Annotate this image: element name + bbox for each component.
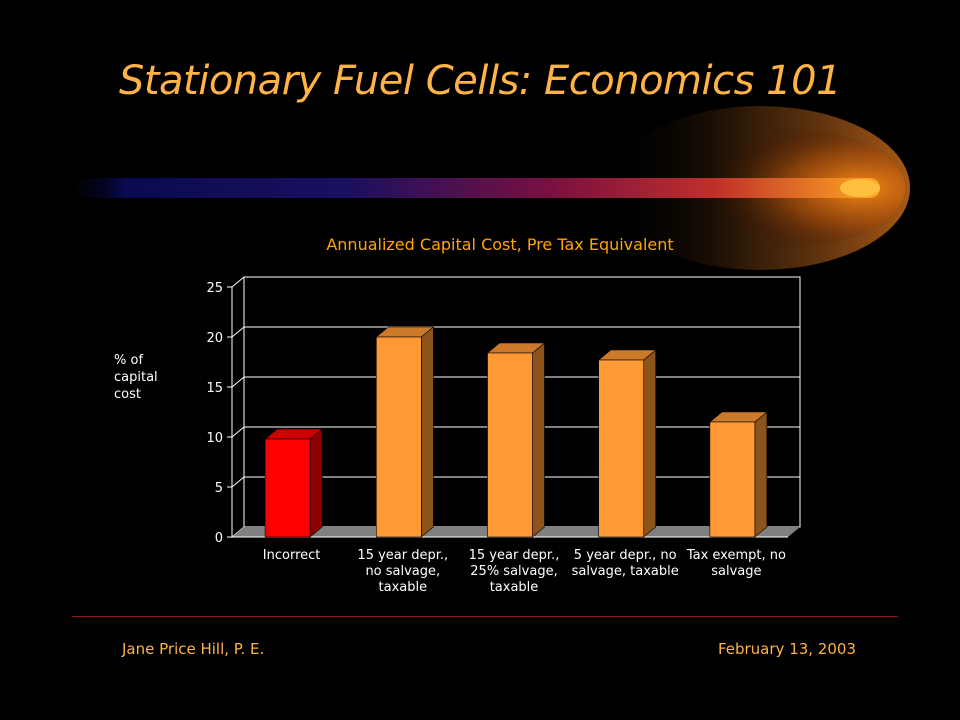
bar <box>375 326 435 538</box>
y-tick-label: 10 <box>206 431 223 446</box>
y-tick-label: 20 <box>206 331 223 346</box>
bar <box>709 411 768 538</box>
y-tick-label: 25 <box>206 281 223 296</box>
x-category-label: 15 year depr., 25% salvage, taxable <box>469 548 560 595</box>
y-tick-label: 15 <box>206 381 223 396</box>
y-tick-label: 5 <box>215 481 223 496</box>
y-tick-label: 0 <box>215 531 223 546</box>
bar <box>264 428 323 538</box>
x-category-label: 15 year depr., no salvage, taxable <box>357 548 448 595</box>
bar <box>597 349 657 538</box>
bar <box>486 342 546 538</box>
gridline <box>231 276 800 288</box>
x-category-label: 5 year depr., no salvage, taxable <box>572 548 679 579</box>
y-axis-label: % of capital cost <box>114 353 158 402</box>
chart-title: Annualized Capital Cost, Pre Tax Equival… <box>326 235 673 254</box>
gridline <box>231 326 800 338</box>
footer-divider <box>72 616 898 617</box>
bars <box>264 326 768 538</box>
x-category-label: Tax exempt, no salvage <box>686 548 786 579</box>
footer-author: Jane Price Hill, P. E. <box>122 640 265 658</box>
slide-title: Stationary Fuel Cells: Economics 101 <box>118 58 842 104</box>
footer-date: February 13, 2003 <box>717 640 856 658</box>
x-axis-labels: Incorrect 15 year depr., no salvage, taxabl… <box>263 548 786 595</box>
y-axis-title: % of capital cost <box>114 353 158 402</box>
x-category-label: Incorrect <box>263 548 321 563</box>
